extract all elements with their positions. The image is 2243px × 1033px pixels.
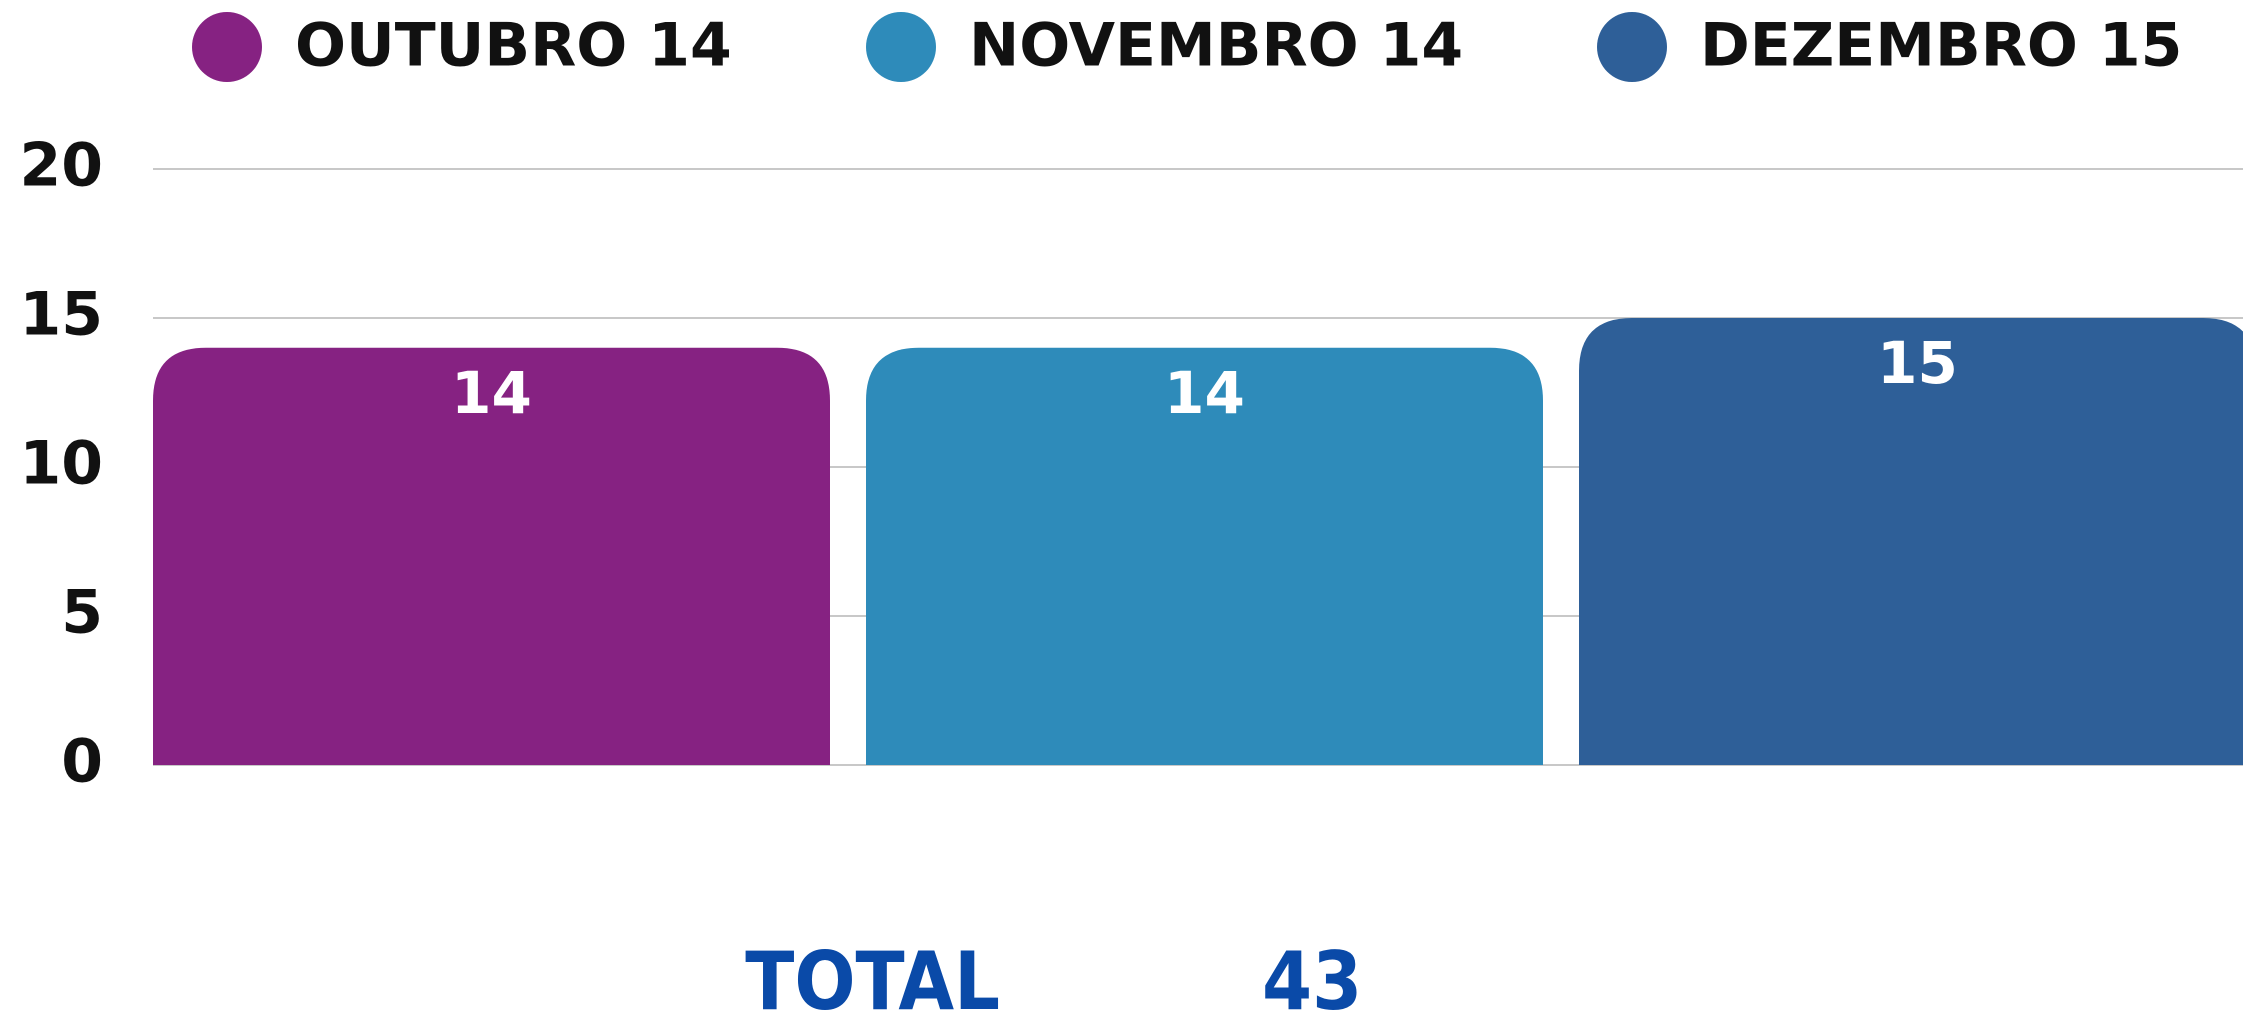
y-tick-label: 10 — [20, 429, 104, 499]
legend-label: DEZEMBRO 15 — [1700, 11, 2182, 81]
legend-label: NOVEMBRO 14 — [969, 11, 1463, 81]
legend-swatch — [866, 12, 936, 82]
data-label: 14 — [451, 359, 532, 427]
data-label: 15 — [1877, 329, 1958, 397]
y-tick-label: 20 — [20, 131, 104, 201]
legend-swatch — [192, 12, 262, 82]
legend-label: OUTUBRO 14 — [295, 11, 732, 81]
bar — [1579, 318, 2243, 765]
legend-swatch — [1597, 12, 1667, 82]
y-tick-label: 15 — [20, 280, 104, 350]
total-label: TOTAL — [745, 935, 1000, 1028]
data-label: 14 — [1164, 359, 1245, 427]
bar — [153, 347, 830, 765]
y-tick-label: 0 — [61, 727, 103, 797]
y-tick-label: 5 — [61, 578, 103, 648]
bar — [866, 347, 1543, 765]
total-value: 43 — [1262, 935, 1362, 1028]
